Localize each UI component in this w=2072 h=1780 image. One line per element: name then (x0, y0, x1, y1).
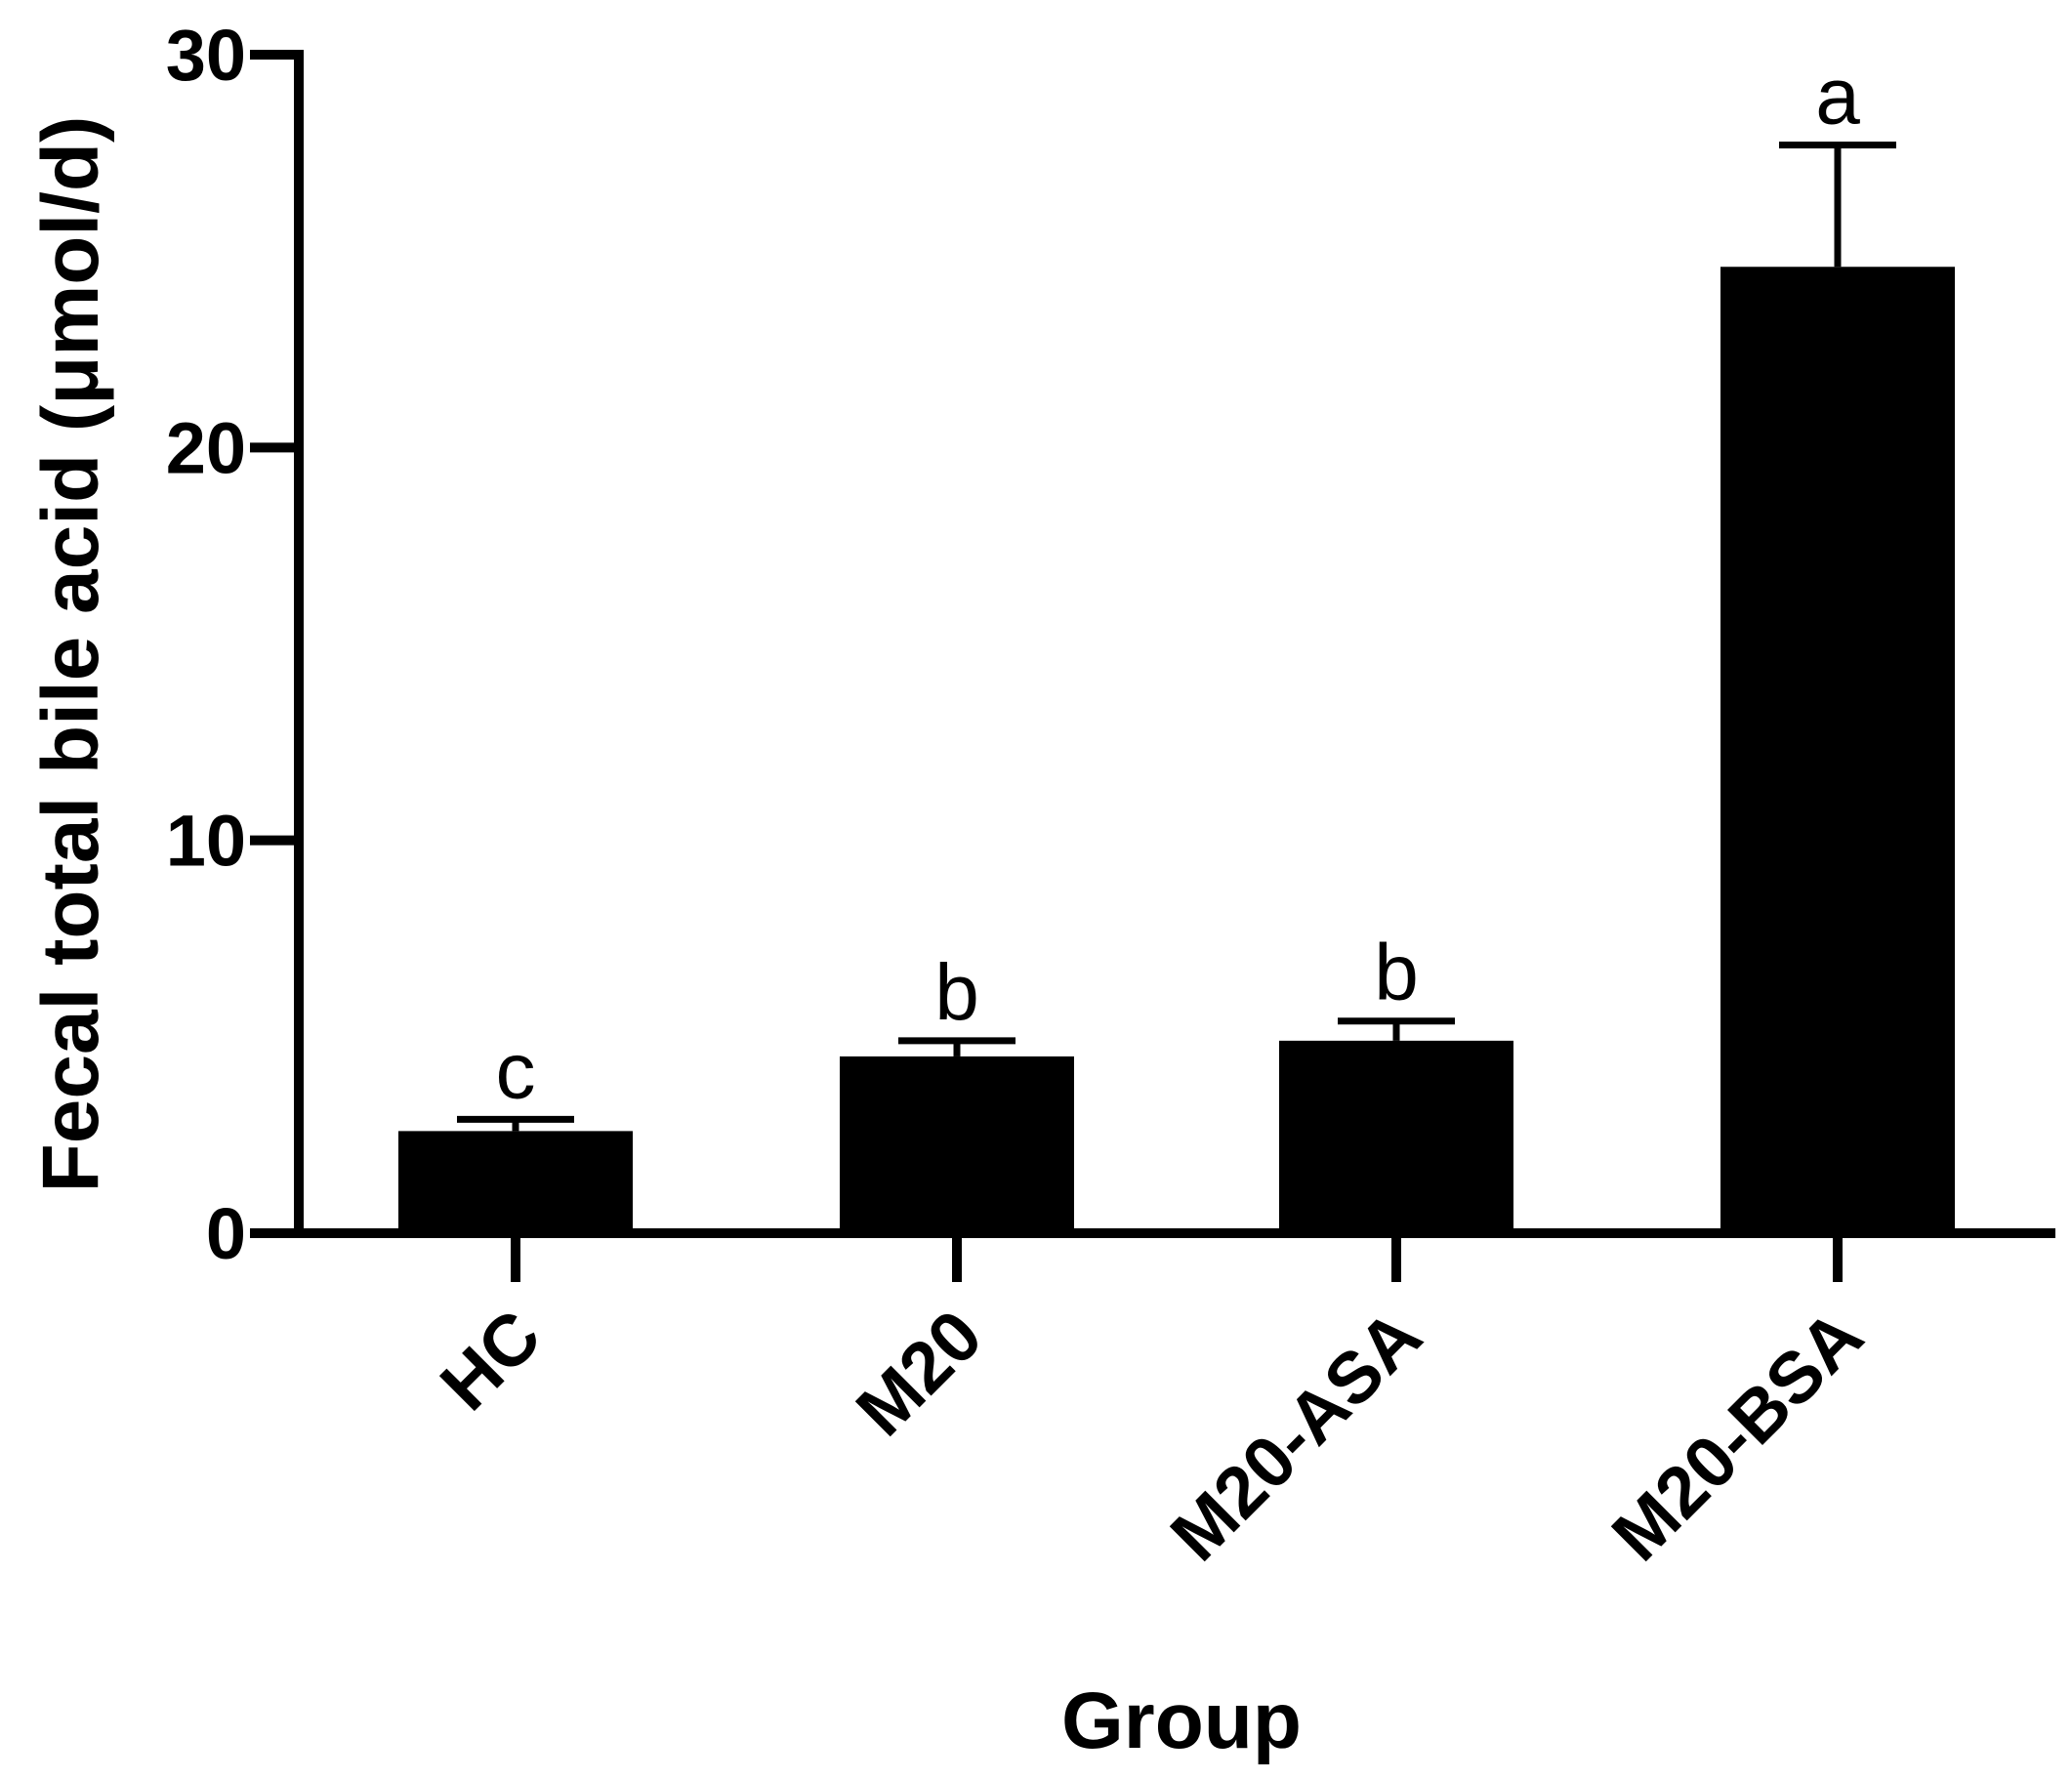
y-tick-label: 30 (166, 15, 246, 96)
y-tick-label: 10 (166, 801, 246, 882)
x-tick-label: M20-BSA (1596, 1295, 1878, 1576)
y-tick-label: 0 (206, 1193, 246, 1274)
x-axis-title: Group (1061, 1677, 1302, 1765)
bar (398, 1131, 633, 1233)
x-tick-label: M20-ASA (1155, 1295, 1436, 1576)
x-tick-label: M20 (841, 1295, 997, 1451)
significance-label: c (496, 1026, 536, 1115)
y-tick-label: 20 (166, 407, 246, 488)
significance-label: a (1815, 53, 1860, 142)
bar (840, 1056, 1074, 1233)
x-tick-label: HC (425, 1295, 556, 1426)
bar (1720, 267, 1955, 1233)
bar (1279, 1040, 1513, 1233)
plot-area: 0 10 20 30 c HC b M20 b M20-ASA a M20-BSA (166, 15, 2055, 1576)
significance-label: b (1374, 929, 1419, 1017)
significance-label: b (934, 948, 979, 1037)
y-axis-title: Fecal total bile acid (μmol/d) (26, 116, 115, 1193)
